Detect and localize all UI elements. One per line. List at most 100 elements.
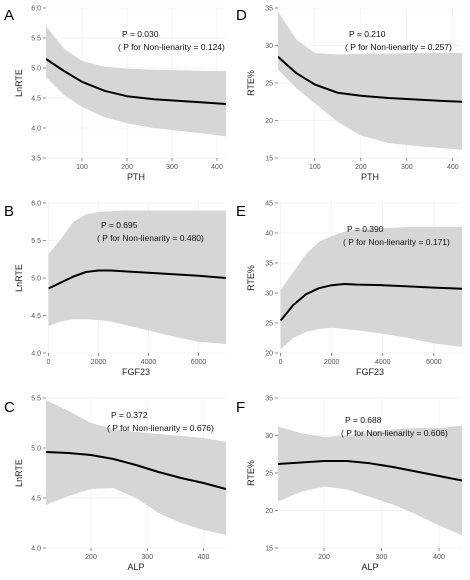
x-tick-label: 200	[85, 554, 97, 561]
p-value-annotation: P = 0.695	[101, 220, 138, 230]
y-tick-label: 3.5	[31, 156, 41, 163]
x-axis-title: ALP	[127, 562, 144, 572]
x-axis-title: PTH	[127, 172, 145, 182]
panel-letter: B	[4, 203, 14, 220]
y-tick-label: 4.5	[31, 496, 41, 503]
y-axis-title: RTE%	[246, 265, 256, 291]
x-tick-label: 400	[433, 554, 445, 561]
y-tick-label: 15	[265, 546, 273, 553]
confidence-band	[278, 425, 462, 536]
y-tick-label: 25	[265, 471, 273, 478]
y-tick-label: 6.0	[31, 201, 41, 208]
y-tick-label: 20	[265, 508, 273, 515]
y-tick-label: 5.5	[31, 238, 41, 245]
p-value-annotation: P = 0.210	[349, 29, 386, 39]
y-axis-title: RTE%	[246, 460, 256, 486]
y-tick-label: 45	[265, 201, 273, 208]
panel-letter: F	[236, 399, 245, 416]
fitted-curve	[278, 460, 462, 482]
x-tick-label: 400	[447, 164, 459, 171]
x-tick-label: 400	[211, 164, 223, 171]
y-tick-label: 5.0	[31, 66, 41, 73]
panel-letter: A	[4, 7, 14, 24]
x-tick-label: 6000	[426, 359, 442, 366]
x-tick-label: 200	[121, 164, 133, 171]
y-tick-label: 30	[265, 433, 273, 440]
confidence-band	[48, 210, 226, 344]
nonlinearity-annotation: ( P for Non-lienarity = 0.257)	[345, 42, 452, 52]
p-value-annotation: P = 0.372	[111, 410, 148, 420]
p-value-annotation: P = 0.030	[122, 29, 159, 39]
y-tick-label: 30	[265, 43, 273, 50]
y-tick-label: 30	[265, 291, 273, 298]
nonlinearity-annotation: ( P for Non-lienarity = 0.480)	[97, 233, 204, 243]
y-tick-label: 20	[265, 118, 273, 125]
x-tick-label: 100	[309, 164, 321, 171]
x-axis-title: FGF23	[356, 367, 384, 377]
x-tick-label: 300	[166, 164, 178, 171]
x-axis-title: FGF23	[122, 367, 150, 377]
panel-f: 200 300 400 15 20 25 30 35 ALP RTE% F P = 0.688 ( P …	[236, 396, 462, 572]
x-tick-label: 400	[198, 554, 210, 561]
nonlinearity-annotation: ( P for Non-lienarity = 0.676)	[107, 423, 214, 433]
y-tick-label: 4.5	[31, 313, 41, 320]
y-axis-title: RTE%	[246, 70, 256, 96]
y-tick-label: 5.5	[31, 396, 41, 403]
y-tick-label: 25	[265, 81, 273, 88]
y-tick-label: 4.0	[31, 126, 41, 133]
y-tick-label: 5.0	[31, 446, 41, 453]
panel-letter: C	[4, 399, 15, 416]
fitted-curve	[46, 451, 226, 490]
x-tick-label: 4000	[375, 359, 391, 366]
nonlinearity-annotation: ( P for Non-lienarity = 0.171)	[343, 237, 450, 247]
panel-letter: E	[236, 203, 246, 220]
panel-e: 0 2000 4000 6000 20 25 30 35 40 45 FGF23 RTE% E P = 0…	[236, 201, 462, 377]
y-tick-label: 6.0	[31, 6, 41, 13]
panel-c: 200 300 400 4.0 4.5 5.0 5.5 ALP LnRTE C P = 0.372 (…	[4, 396, 226, 572]
x-tick-label: 2000	[91, 359, 107, 366]
y-tick-label: 20	[265, 351, 273, 358]
panel-a: 100 200 300 400 3.5 4.0 4.5 5.0 5.5 6.0 PTH LnRTE A P…	[4, 6, 226, 182]
x-axis-title: PTH	[361, 172, 379, 182]
x-tick-label: 2000	[324, 359, 340, 366]
y-axis-title: LnRTE	[14, 264, 24, 292]
fitted-curve	[279, 283, 462, 322]
fitted-curve	[278, 56, 462, 103]
y-axis-title: LnRTE	[14, 459, 24, 487]
x-tick-label: 200	[355, 164, 367, 171]
x-axis-title: ALP	[361, 562, 378, 572]
y-tick-label: 25	[265, 321, 273, 328]
panel-letter: D	[236, 7, 247, 24]
confidence-band	[46, 26, 226, 137]
confidence-band	[46, 400, 226, 535]
x-tick-label: 300	[376, 554, 388, 561]
x-tick-label: 6000	[191, 359, 207, 366]
y-axis-title: LnRTE	[14, 69, 24, 97]
y-tick-label: 4.5	[31, 96, 41, 103]
nonlinearity-annotation: ( P for Non-lienarity = 0.606)	[341, 428, 448, 438]
nonlinearity-annotation: ( P for Non-lienarity = 0.124)	[118, 42, 225, 52]
confidence-band	[280, 227, 462, 350]
panel-d: 100 200 300 400 15 20 25 30 35 PTH RTE% D P = 0.210 (…	[236, 6, 462, 182]
fitted-curve	[46, 58, 226, 105]
y-tick-label: 35	[265, 261, 273, 268]
x-tick-label: 300	[141, 554, 153, 561]
x-tick-label: 200	[318, 554, 330, 561]
x-tick-label: 0	[279, 359, 283, 366]
y-tick-label: 35	[265, 6, 273, 13]
x-tick-label: 0	[47, 359, 51, 366]
x-tick-label: 100	[76, 164, 88, 171]
y-tick-label: 40	[265, 231, 273, 238]
y-tick-label: 4.0	[31, 546, 41, 553]
p-value-annotation: P = 0.390	[347, 224, 384, 234]
y-tick-label: 5.5	[31, 36, 41, 43]
confidence-band	[278, 11, 462, 150]
y-tick-label: 35	[265, 396, 273, 403]
x-tick-label: 300	[401, 164, 413, 171]
fitted-curve	[48, 269, 226, 290]
y-tick-label: 15	[265, 156, 273, 163]
x-tick-label: 4000	[141, 359, 157, 366]
panel-b: 0 2000 4000 6000 4.0 4.5 5.0 5.5 6.0 FGF23 LnRTE B P…	[4, 201, 226, 377]
y-tick-label: 5.0	[31, 276, 41, 283]
